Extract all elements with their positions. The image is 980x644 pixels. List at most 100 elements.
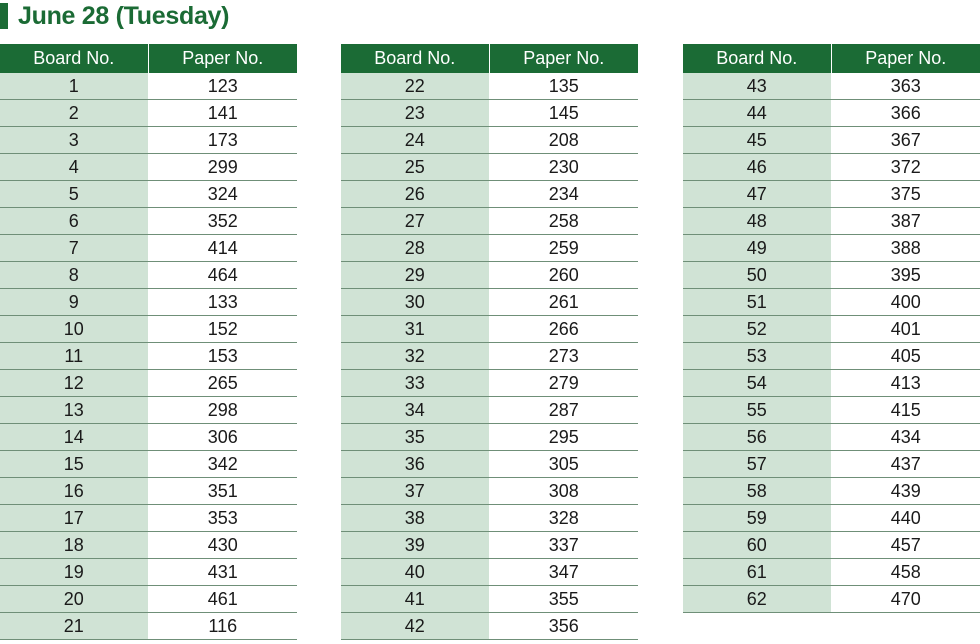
- board-number-cell: 27: [341, 207, 490, 235]
- table-row: 15 342: [0, 450, 297, 478]
- board-no-header: Board No.: [683, 44, 832, 73]
- board-number-cell: 16: [0, 477, 149, 505]
- board-number-cell: 57: [683, 450, 832, 478]
- paper-number-cell: 415: [831, 396, 980, 424]
- board-number-cell: 9: [0, 288, 149, 316]
- table-row: 52 401: [683, 315, 980, 343]
- board-table-2: Board No. Paper No. 22 135 23 145 24 208 25 230…: [341, 44, 638, 640]
- board-number-cell: 19: [0, 558, 149, 586]
- paper-number-cell: 470: [831, 585, 980, 613]
- paper-number-cell: 260: [489, 261, 638, 289]
- board-number-cell: 47: [683, 180, 832, 208]
- paper-number-cell: 437: [831, 450, 980, 478]
- table-row: 58 439: [683, 477, 980, 505]
- board-number-cell: 58: [683, 477, 832, 505]
- table-row: 18 430: [0, 531, 297, 559]
- board-number-cell: 30: [341, 288, 490, 316]
- board-number-cell: 54: [683, 369, 832, 397]
- paper-number-cell: 363: [831, 73, 980, 100]
- paper-number-cell: 152: [148, 315, 297, 343]
- table-row: 12 265: [0, 369, 297, 397]
- table-row: 38 328: [341, 504, 638, 532]
- board-number-cell: 37: [341, 477, 490, 505]
- table-row: 11 153: [0, 342, 297, 370]
- board-number-cell: 56: [683, 423, 832, 451]
- board-number-cell: 24: [341, 126, 490, 154]
- paper-number-cell: 395: [831, 261, 980, 289]
- table-row: 47 375: [683, 180, 980, 208]
- paper-number-cell: 351: [148, 477, 297, 505]
- board-number-cell: 15: [0, 450, 149, 478]
- table-row: 29 260: [341, 261, 638, 289]
- board-no-header: Board No.: [341, 44, 490, 73]
- board-number-cell: 46: [683, 153, 832, 181]
- paper-number-cell: 401: [831, 315, 980, 343]
- paper-number-cell: 461: [148, 585, 297, 613]
- board-number-cell: 62: [683, 585, 832, 613]
- board-number-cell: 32: [341, 342, 490, 370]
- paper-number-cell: 141: [148, 99, 297, 127]
- table-row: 54 413: [683, 369, 980, 397]
- board-number-cell: 52: [683, 315, 832, 343]
- table-row: 16 351: [0, 477, 297, 505]
- table-row: 31 266: [341, 315, 638, 343]
- paper-number-cell: 388: [831, 234, 980, 262]
- paper-number-cell: 266: [489, 315, 638, 343]
- table-row: 57 437: [683, 450, 980, 478]
- board-number-cell: 10: [0, 315, 149, 343]
- table-row: 27 258: [341, 207, 638, 235]
- table-row: 59 440: [683, 504, 980, 532]
- paper-number-cell: 367: [831, 126, 980, 154]
- board-table-3: Board No. Paper No. 43 363 44 366 45 367 46 372…: [683, 44, 980, 613]
- paper-number-cell: 234: [489, 180, 638, 208]
- paper-number-cell: 258: [489, 207, 638, 235]
- table-header-row: Board No. Paper No.: [341, 44, 638, 73]
- paper-number-cell: 337: [489, 531, 638, 559]
- paper-number-cell: 353: [148, 504, 297, 532]
- paper-number-cell: 347: [489, 558, 638, 586]
- paper-number-cell: 287: [489, 396, 638, 424]
- board-number-cell: 6: [0, 207, 149, 235]
- paper-number-cell: 328: [489, 504, 638, 532]
- paper-number-cell: 259: [489, 234, 638, 262]
- board-number-cell: 50: [683, 261, 832, 289]
- table-row: 6 352: [0, 207, 297, 235]
- paper-number-cell: 306: [148, 423, 297, 451]
- board-number-cell: 5: [0, 180, 149, 208]
- table-row: 4 299: [0, 153, 297, 181]
- board-number-cell: 4: [0, 153, 149, 181]
- table-row: 50 395: [683, 261, 980, 289]
- board-number-cell: 20: [0, 585, 149, 613]
- board-number-cell: 14: [0, 423, 149, 451]
- board-number-cell: 29: [341, 261, 490, 289]
- board-number-cell: 34: [341, 396, 490, 424]
- board-number-cell: 36: [341, 450, 490, 478]
- table-row: 9 133: [0, 288, 297, 316]
- table-row: 51 400: [683, 288, 980, 316]
- paper-number-cell: 439: [831, 477, 980, 505]
- board-number-cell: 17: [0, 504, 149, 532]
- board-number-cell: 8: [0, 261, 149, 289]
- paper-no-header: Paper No.: [831, 44, 980, 73]
- board-number-cell: 12: [0, 369, 149, 397]
- table-row: 22 135: [341, 73, 638, 100]
- table-row: 39 337: [341, 531, 638, 559]
- table-row: 43 363: [683, 73, 980, 100]
- board-number-cell: 39: [341, 531, 490, 559]
- board-number-cell: 1: [0, 73, 149, 100]
- table-row: 25 230: [341, 153, 638, 181]
- paper-number-cell: 208: [489, 126, 638, 154]
- board-number-cell: 42: [341, 612, 490, 640]
- paper-no-header: Paper No.: [148, 44, 297, 73]
- table-row: 23 145: [341, 99, 638, 127]
- table-row: 21 116: [0, 612, 297, 640]
- table-row: 5 324: [0, 180, 297, 208]
- table-row: 3 173: [0, 126, 297, 154]
- table-row: 35 295: [341, 423, 638, 451]
- table-row: 26 234: [341, 180, 638, 208]
- paper-number-cell: 413: [831, 369, 980, 397]
- paper-number-cell: 375: [831, 180, 980, 208]
- table-row: 53 405: [683, 342, 980, 370]
- board-number-cell: 60: [683, 531, 832, 559]
- table-row: 10 152: [0, 315, 297, 343]
